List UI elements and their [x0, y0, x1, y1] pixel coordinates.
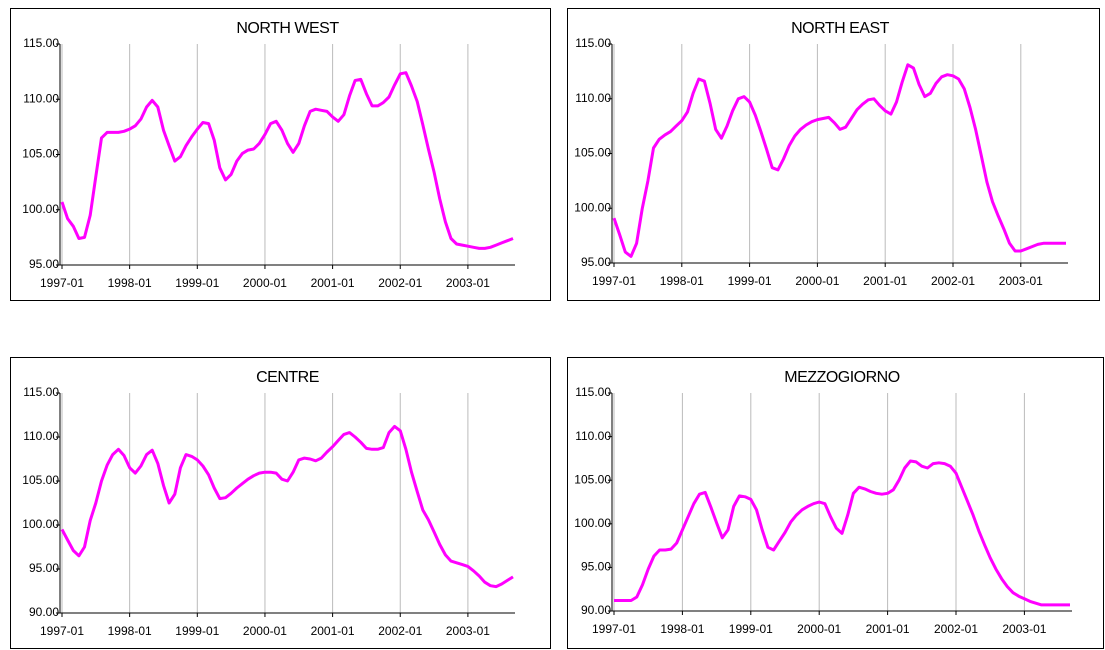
x-tick-label: 2003-01 [1002, 622, 1046, 636]
x-tick-label: 1997-01 [40, 624, 84, 638]
panel-border [567, 8, 1100, 301]
series-line [60, 71, 514, 250]
y-tick-label: 115.00 [575, 36, 611, 50]
y-tick-label: 110.00 [23, 91, 59, 105]
y-tick-label: 95.00 [581, 560, 611, 574]
y-tick-label: 95.00 [29, 561, 59, 575]
y-tick-label: 105.00 [22, 147, 59, 161]
x-tick-label: 2000-01 [795, 274, 839, 288]
x-tick-label: 2002-01 [378, 624, 422, 638]
chart-title: NORTH EAST [791, 20, 890, 37]
chart-panel: CENTRE 1997-01 1998-01 1999-01 2000-01 2001-0… [10, 357, 551, 649]
x-tick-label: 1998-01 [108, 624, 152, 638]
x-tick-label: 1997-01 [592, 622, 636, 636]
y-tick-label: 100.00 [574, 200, 611, 214]
y-tick-label: 115.00 [575, 385, 611, 399]
y-tick-label: 105.00 [574, 146, 611, 160]
x-tick-label: 1998-01 [660, 622, 704, 636]
series-line [612, 63, 1066, 258]
series-line [614, 459, 1070, 607]
y-tick-label: 95.00 [581, 255, 611, 269]
panel-border [10, 8, 551, 301]
x-tick-label: 1997-01 [40, 276, 84, 290]
chart-title: MEZZOGIORNO [784, 369, 899, 386]
y-tick-label: 95.00 [29, 257, 59, 271]
y-tick-label: 110.00 [575, 429, 611, 443]
x-tick-label: 1999-01 [175, 624, 219, 638]
chart-title: NORTH WEST [236, 20, 339, 37]
x-tick-label: 2003-01 [446, 276, 490, 290]
x-tick-label: 1998-01 [108, 276, 152, 290]
x-tick-label: 2000-01 [243, 624, 287, 638]
x-tick-label: 2001-01 [311, 276, 355, 290]
chart-panel: NORTH WEST 1997-01 1998-01 1999-01 2000-01 20… [10, 8, 551, 301]
y-tick-label: 110.00 [575, 91, 611, 105]
x-tick-label: 2002-01 [934, 622, 978, 636]
x-tick-label: 1998-01 [660, 274, 704, 288]
y-tick-label: 90.00 [581, 603, 611, 617]
y-tick-label: 110.00 [23, 429, 59, 443]
y-tick-label: 105.00 [574, 472, 611, 486]
y-tick-label: 100.00 [22, 202, 59, 216]
x-tick-label: 2001-01 [311, 624, 355, 638]
x-tick-label: 2002-01 [378, 276, 422, 290]
series-line [60, 424, 514, 589]
chart-panel: NORTH EAST 1997-01 1998-01 1999-01 2000-01 20… [567, 8, 1100, 301]
x-tick-label: 2001-01 [866, 622, 910, 636]
chart-panel: MEZZOGIORNO 1997-01 1998-01 1999-01 2000-01 2… [567, 357, 1104, 649]
x-tick-label: 1999-01 [729, 622, 773, 636]
y-tick-label: 115.00 [23, 385, 59, 399]
y-tick-label: 100.00 [574, 516, 611, 530]
x-tick-label: 2002-01 [931, 274, 975, 288]
y-tick-label: 100.00 [22, 517, 59, 531]
y-tick-label: 90.00 [29, 605, 59, 619]
x-tick-label: 1997-01 [592, 274, 636, 288]
x-tick-label: 2003-01 [999, 274, 1043, 288]
x-tick-label: 2000-01 [797, 622, 841, 636]
y-tick-label: 115.00 [23, 36, 59, 50]
panel-border [10, 357, 551, 649]
panel-border [567, 357, 1104, 649]
x-tick-label: 1999-01 [175, 276, 219, 290]
x-tick-label: 2001-01 [863, 274, 907, 288]
x-tick-label: 2003-01 [446, 624, 490, 638]
x-tick-label: 1999-01 [728, 274, 772, 288]
y-tick-label: 105.00 [22, 473, 59, 487]
x-tick-label: 2000-01 [243, 276, 287, 290]
chart-title: CENTRE [256, 369, 319, 386]
